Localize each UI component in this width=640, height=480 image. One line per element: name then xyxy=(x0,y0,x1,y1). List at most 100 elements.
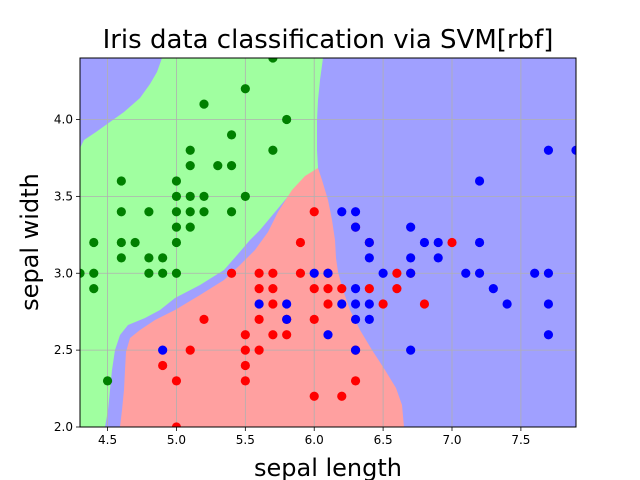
x-axis-ticks: 4.5 5.0 5.5 6.0 6.5 7.0 7.5 xyxy=(98,427,530,447)
data-point xyxy=(254,284,264,294)
data-point xyxy=(185,161,195,171)
data-point xyxy=(116,253,126,263)
data-point xyxy=(240,345,250,355)
data-point xyxy=(240,376,250,386)
data-point xyxy=(419,299,430,309)
region-green xyxy=(80,58,323,427)
x-tick-label: 6.5 xyxy=(374,433,393,447)
data-point xyxy=(323,268,333,278)
data-point xyxy=(144,207,154,217)
data-point xyxy=(240,84,250,94)
y-tick-label: 3.0 xyxy=(54,266,73,280)
data-point xyxy=(337,284,347,294)
data-point xyxy=(254,299,264,309)
data-point xyxy=(350,376,361,386)
data-point xyxy=(406,345,416,355)
data-point xyxy=(199,207,209,217)
data-point xyxy=(158,268,168,278)
data-point xyxy=(254,345,264,355)
data-point xyxy=(185,207,195,217)
data-point xyxy=(240,191,250,201)
data-point xyxy=(350,345,361,355)
data-point xyxy=(447,237,457,248)
data-point xyxy=(323,299,333,309)
data-point xyxy=(240,360,250,371)
data-point xyxy=(543,268,554,278)
data-point xyxy=(213,161,223,171)
data-point xyxy=(116,237,126,248)
data-point xyxy=(364,314,374,324)
data-point xyxy=(309,268,319,278)
chart-title: Iris data classification via SVM[rbf] xyxy=(103,25,554,55)
data-point xyxy=(158,253,168,263)
data-point xyxy=(116,176,126,186)
data-point xyxy=(337,391,347,401)
data-points xyxy=(80,58,576,427)
data-point xyxy=(571,145,576,155)
data-point xyxy=(80,268,85,278)
y-axis-ticks: 2.0 2.5 3.0 3.5 4.0 xyxy=(54,113,80,434)
data-point xyxy=(268,284,278,294)
data-point xyxy=(406,253,416,263)
data-point xyxy=(309,314,319,324)
data-point xyxy=(433,253,443,263)
x-tick-label: 6.0 xyxy=(305,433,324,447)
data-point xyxy=(89,284,99,294)
data-point xyxy=(185,345,195,355)
data-point xyxy=(199,99,209,109)
data-point xyxy=(171,422,182,427)
data-point xyxy=(392,284,402,294)
x-axis-label: sepal length xyxy=(254,454,402,480)
data-point xyxy=(309,207,319,217)
data-point xyxy=(268,299,278,309)
data-point xyxy=(158,360,168,371)
x-tick-label: 7.0 xyxy=(442,433,461,447)
data-point xyxy=(474,176,485,186)
y-tick-label: 2.0 xyxy=(54,420,73,434)
data-point xyxy=(309,284,319,294)
data-point xyxy=(144,253,154,263)
data-point xyxy=(130,237,140,248)
data-point xyxy=(226,207,237,217)
data-point xyxy=(350,314,361,324)
data-point xyxy=(282,114,292,125)
data-point xyxy=(543,145,554,155)
data-point xyxy=(350,207,361,217)
data-point xyxy=(543,330,554,340)
data-point xyxy=(89,268,99,278)
y-tick-label: 3.5 xyxy=(54,189,73,203)
data-point xyxy=(185,191,195,201)
data-point xyxy=(171,222,182,232)
data-point xyxy=(268,268,278,278)
data-point xyxy=(254,314,264,324)
data-point xyxy=(378,299,388,309)
data-point xyxy=(474,268,485,278)
data-point xyxy=(254,268,264,278)
data-point xyxy=(199,191,209,201)
data-point xyxy=(392,268,402,278)
data-point xyxy=(295,268,306,278)
data-point xyxy=(89,237,99,248)
data-point xyxy=(337,299,347,309)
data-point xyxy=(323,330,333,340)
data-point xyxy=(282,314,292,324)
data-point xyxy=(350,222,361,232)
data-point xyxy=(144,268,154,278)
region-red xyxy=(120,168,404,427)
data-point xyxy=(116,207,126,217)
data-point xyxy=(295,237,306,248)
data-point xyxy=(364,253,374,263)
data-point xyxy=(378,268,388,278)
data-point xyxy=(337,207,347,217)
data-point xyxy=(488,284,498,294)
x-tick-label: 5.0 xyxy=(167,433,186,447)
data-point xyxy=(185,222,195,232)
data-point xyxy=(171,191,182,201)
data-point xyxy=(102,376,113,386)
data-point xyxy=(171,176,182,186)
data-point xyxy=(226,268,237,278)
data-point xyxy=(268,330,278,340)
data-point xyxy=(171,376,182,386)
data-point xyxy=(474,237,485,248)
